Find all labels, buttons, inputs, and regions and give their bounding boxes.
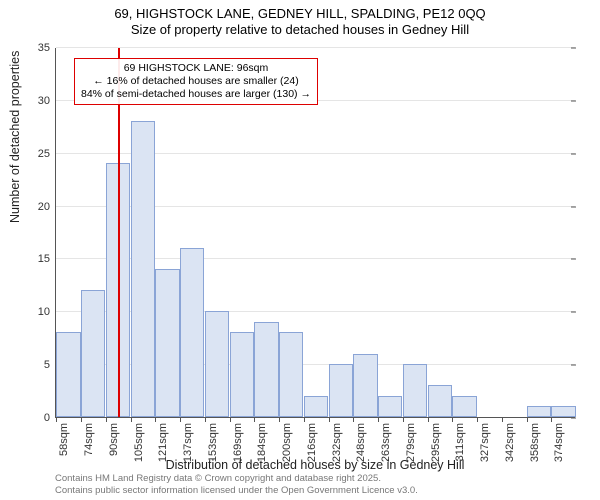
x-tick-label: 153sqm [207, 423, 219, 462]
x-tick-label: 279sqm [405, 423, 417, 462]
y-axis-label: Number of detached properties [8, 51, 22, 223]
histogram-bar [403, 364, 427, 417]
callout-line: 69 HIGHSTOCK LANE: 96sqm [81, 62, 311, 75]
histogram-bar [180, 248, 204, 417]
x-tick-label: 263sqm [380, 423, 392, 462]
y-tick-label: 20 [38, 201, 56, 213]
x-tick-label: 105sqm [133, 423, 145, 462]
histogram-bar [353, 354, 377, 417]
histogram-bar [81, 290, 105, 417]
x-tick-label: 358sqm [529, 423, 541, 462]
histogram-bar [329, 364, 353, 417]
x-tick-label: 184sqm [256, 423, 268, 462]
page-title-line2: Size of property relative to detached ho… [0, 22, 600, 38]
histogram-bar [155, 269, 179, 417]
x-tick-label: 137sqm [182, 423, 194, 462]
histogram-bar [205, 311, 229, 417]
x-tick-label: 216sqm [306, 423, 318, 462]
histogram-bar [304, 396, 328, 417]
footer-line1: Contains HM Land Registry data © Crown c… [55, 473, 418, 484]
histogram-bar [131, 121, 155, 417]
x-tick-label: 248sqm [355, 423, 367, 462]
histogram-bar [527, 406, 551, 417]
callout-line: ← 16% of detached houses are smaller (24… [81, 75, 311, 88]
x-tick-label: 311sqm [454, 423, 466, 461]
x-tick-label: 232sqm [331, 423, 343, 462]
x-axis-label: Distribution of detached houses by size … [55, 458, 575, 472]
x-tick-label: 374sqm [553, 423, 565, 462]
x-tick-label: 200sqm [281, 423, 293, 462]
histogram-bar [378, 396, 402, 417]
histogram-bar [254, 322, 278, 417]
y-tick-label: 15 [38, 253, 56, 265]
y-tick-label: 5 [44, 359, 56, 371]
x-tick-label: 295sqm [430, 423, 442, 462]
callout-line: 84% of semi-detached houses are larger (… [81, 88, 311, 101]
histogram-bar [56, 332, 80, 417]
histogram-bar [551, 406, 575, 417]
histogram-bar [452, 396, 476, 417]
x-tick-label: 121sqm [157, 423, 169, 462]
y-tick-label: 0 [44, 412, 56, 424]
histogram-bar [279, 332, 303, 417]
y-tick-label: 30 [38, 95, 56, 107]
x-tick-label: 90sqm [108, 423, 120, 456]
property-callout: 69 HIGHSTOCK LANE: 96sqm← 16% of detache… [74, 58, 318, 105]
x-tick-label: 169sqm [232, 423, 244, 462]
histogram-bar [230, 332, 254, 417]
y-tick-label: 10 [38, 306, 56, 318]
footer-line2: Contains public sector information licen… [55, 485, 418, 496]
x-tick-label: 342sqm [504, 423, 516, 462]
x-tick-label: 74sqm [83, 423, 95, 456]
attribution-footer: Contains HM Land Registry data © Crown c… [55, 473, 418, 496]
y-tick-label: 35 [38, 42, 56, 54]
x-tick-label: 327sqm [479, 423, 491, 462]
y-tick-label: 25 [38, 148, 56, 160]
histogram-bar [428, 385, 452, 417]
page-title-line1: 69, HIGHSTOCK LANE, GEDNEY HILL, SPALDIN… [0, 6, 600, 22]
x-tick-label: 58sqm [58, 423, 70, 456]
histogram-plot: 0510152025303558sqm74sqm90sqm105sqm121sq… [55, 48, 575, 418]
